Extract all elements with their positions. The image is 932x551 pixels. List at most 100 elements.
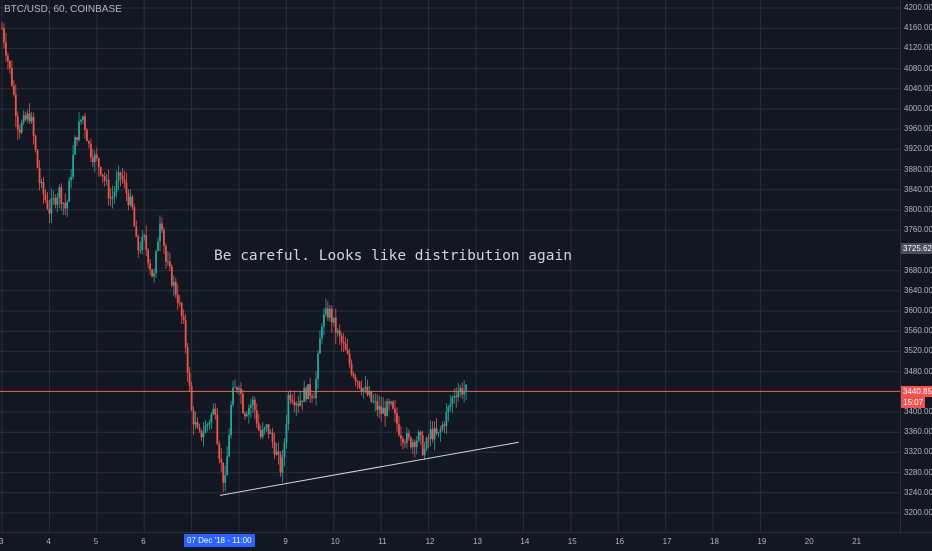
candle-body <box>313 397 315 399</box>
candle-body <box>247 407 250 415</box>
candle-body <box>402 438 404 443</box>
price-tick-label: 3880.00 <box>904 164 932 174</box>
candle-body <box>386 401 389 417</box>
candle-body <box>174 281 177 295</box>
candle-body <box>431 429 434 440</box>
candle-body <box>141 236 144 250</box>
candle-body <box>380 406 383 414</box>
candle-body <box>168 261 171 267</box>
candle-body <box>50 198 53 214</box>
candle-body <box>273 441 276 455</box>
candle-body <box>372 401 375 403</box>
candle-body <box>301 400 304 402</box>
candle-body <box>30 117 33 122</box>
candle-body <box>334 317 337 333</box>
candle-body <box>384 407 387 417</box>
candle-body <box>455 396 458 398</box>
candle-body <box>238 388 240 390</box>
price-tick-label: 4040.00 <box>904 83 932 93</box>
candle-body <box>7 55 9 62</box>
time-axis[interactable]: 3 4 5 6 9 10 11 12 13 14 15 16 17 18 19 20 21 <box>0 532 932 551</box>
candle-body <box>319 338 321 354</box>
candle-body <box>186 347 189 373</box>
candle-body <box>214 408 217 415</box>
candle-body <box>246 414 248 417</box>
candle-body <box>91 157 94 163</box>
candle-body <box>72 154 74 177</box>
candle-body <box>330 308 333 323</box>
candle-body <box>291 399 294 402</box>
candle-body <box>82 116 84 120</box>
candle-body <box>52 197 55 199</box>
candle-body <box>111 196 114 199</box>
candle-body <box>368 391 371 395</box>
candle-body <box>167 261 169 263</box>
price-tick-label: 3920.00 <box>904 144 932 154</box>
symbol-title[interactable]: BTC/USD, 60, COINBASE <box>4 4 122 15</box>
candle-body <box>362 388 365 392</box>
time-tick-label: 19 <box>757 537 767 546</box>
candle-body <box>451 397 454 405</box>
candle-body <box>210 414 213 423</box>
candle-body <box>161 223 163 230</box>
candle-body <box>419 431 422 436</box>
candle-body <box>14 94 17 117</box>
time-tick-label: 12 <box>425 537 435 546</box>
time-tick-label: 4 <box>46 537 51 546</box>
candle-body <box>133 207 136 227</box>
candle-body <box>204 425 207 433</box>
candle-body <box>84 116 86 130</box>
candle-body <box>115 180 118 192</box>
candle-body <box>68 180 71 202</box>
time-tick-label: 20 <box>804 537 814 546</box>
candle-body <box>346 349 349 354</box>
candle-body <box>417 431 420 441</box>
candle-body <box>93 154 96 163</box>
price-tick-label: 4160.00 <box>904 23 932 33</box>
candle-body <box>433 428 436 440</box>
candle-body <box>78 121 80 141</box>
candle-body <box>257 423 260 430</box>
candle-body <box>192 410 195 425</box>
candle-body <box>222 462 225 483</box>
candle-body <box>323 314 325 327</box>
candle-body <box>445 411 448 426</box>
price-tick-label: 3560.00 <box>904 326 932 336</box>
candle-body <box>299 400 302 406</box>
price-tick-label: 3480.00 <box>904 366 932 376</box>
chart-annotation[interactable]: Be careful. Looks like distribution agai… <box>214 248 572 264</box>
candle-body <box>457 391 460 398</box>
candle-body <box>376 401 379 410</box>
candle-body <box>170 266 173 286</box>
price-axis[interactable]: 4200.00 4160.00 4120.00 4080.00 4040.00 4000.… <box>900 0 932 532</box>
candle-body <box>404 442 406 444</box>
price-tick-label: 3640.00 <box>904 285 932 295</box>
candle-body <box>46 200 49 209</box>
candle-body <box>271 432 274 442</box>
candle-body <box>364 386 367 389</box>
price-tick-label: 3600.00 <box>904 306 932 315</box>
price-tick-label: 4200.00 <box>904 3 932 12</box>
candle-body <box>277 451 280 455</box>
candle-body <box>58 187 61 198</box>
trendline[interactable] <box>219 441 519 496</box>
candle-body <box>295 403 298 406</box>
time-tick-label: 6 <box>141 537 146 546</box>
candle-body <box>398 424 400 436</box>
candle-body <box>137 236 140 251</box>
candle-body <box>109 198 112 199</box>
candle-body <box>70 176 73 181</box>
candle-body <box>350 363 353 374</box>
candle-body <box>54 197 57 205</box>
candle-body <box>76 137 78 141</box>
time-tick-label: 15 <box>567 537 577 546</box>
price-tick-label: 3240.00 <box>904 487 932 497</box>
price-tick-label: 3280.00 <box>904 467 932 477</box>
candle-body <box>232 387 234 405</box>
candle-body <box>405 433 408 444</box>
candlestick-series <box>1 21 468 493</box>
candle-body <box>342 342 345 344</box>
candle-body <box>26 113 29 120</box>
candle-body <box>325 308 327 315</box>
